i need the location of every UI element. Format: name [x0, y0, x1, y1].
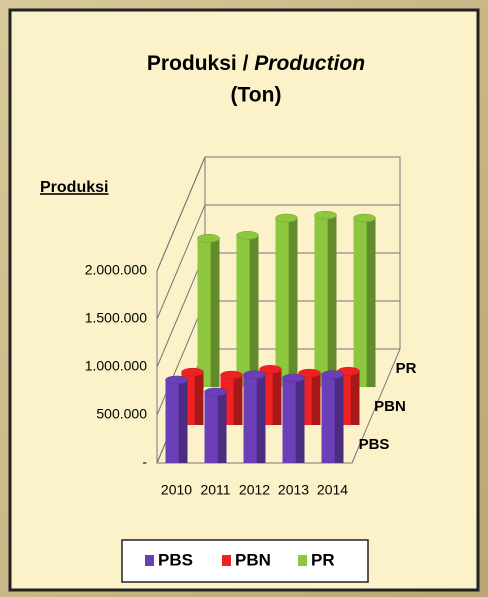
bar-top [204, 387, 227, 397]
chart-title: Produksi / Production [147, 52, 365, 75]
bar [353, 213, 376, 387]
x-tick-label: 2011 [200, 482, 230, 498]
bar-top [298, 368, 321, 378]
bar-side [334, 374, 344, 463]
y-tick-label: 500.000 [96, 406, 147, 422]
y-tick-label: 1.500.000 [85, 310, 147, 326]
bar-side [178, 379, 188, 463]
grid-line [156, 204, 400, 320]
bar-top [282, 373, 305, 383]
bar-side [272, 369, 282, 425]
bar [275, 213, 298, 387]
bar [165, 375, 188, 463]
bar-side [288, 218, 298, 387]
y-tick-label: - [142, 454, 147, 470]
bar-top [353, 213, 376, 223]
bar [204, 387, 227, 463]
grid-line [156, 156, 400, 272]
bar-top [243, 370, 266, 379]
title-part: Production [254, 52, 365, 75]
x-tick-label: 2012 [239, 482, 270, 498]
legend-swatch [298, 555, 307, 566]
bar [321, 370, 344, 463]
bar-side [194, 372, 204, 425]
bar [314, 210, 337, 387]
x-tick-label: 2013 [278, 482, 309, 498]
bar-side [233, 375, 243, 425]
y-tick-label: 2.000.000 [85, 262, 147, 278]
bar [282, 373, 305, 463]
bar-top [197, 233, 220, 243]
bar [236, 231, 259, 387]
chart-subtitle: (Ton) [231, 84, 282, 107]
legend-label: PBS [158, 550, 193, 569]
bar-side [350, 371, 360, 425]
bar-side [327, 215, 337, 387]
title-part: Produksi / [147, 52, 249, 75]
bar [243, 370, 266, 463]
bar-top [314, 210, 337, 220]
x-tick-label: 2014 [317, 482, 348, 498]
bar-top [181, 367, 204, 377]
bar-top [321, 370, 344, 379]
x-tick-label: 2010 [161, 482, 192, 498]
bar-top [165, 375, 188, 385]
legend-swatch [222, 555, 231, 566]
bar-side [217, 391, 227, 463]
bar-top [259, 365, 282, 374]
bar-side [210, 238, 220, 387]
bar-side [295, 378, 305, 463]
y-tick-label: 1.000.000 [85, 358, 147, 374]
bar-top [236, 231, 259, 240]
bar-side [311, 373, 321, 425]
bar-side [256, 374, 266, 463]
legend-label: PR [311, 550, 335, 569]
legend-label: PBN [235, 550, 271, 569]
bar [197, 233, 220, 387]
legend-swatch [145, 555, 154, 566]
depth-label: PR [396, 360, 417, 377]
y-axis-label: Produksi [40, 179, 108, 196]
bar-top [275, 213, 298, 223]
depth-label: PBS [359, 436, 390, 453]
legend-box [121, 539, 369, 583]
bar-top [220, 370, 243, 380]
bar-side [249, 235, 259, 387]
bar-side [366, 218, 376, 387]
depth-label: PBN [374, 398, 406, 415]
